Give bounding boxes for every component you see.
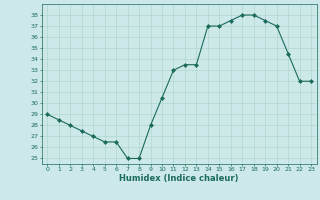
X-axis label: Humidex (Indice chaleur): Humidex (Indice chaleur) [119, 174, 239, 183]
